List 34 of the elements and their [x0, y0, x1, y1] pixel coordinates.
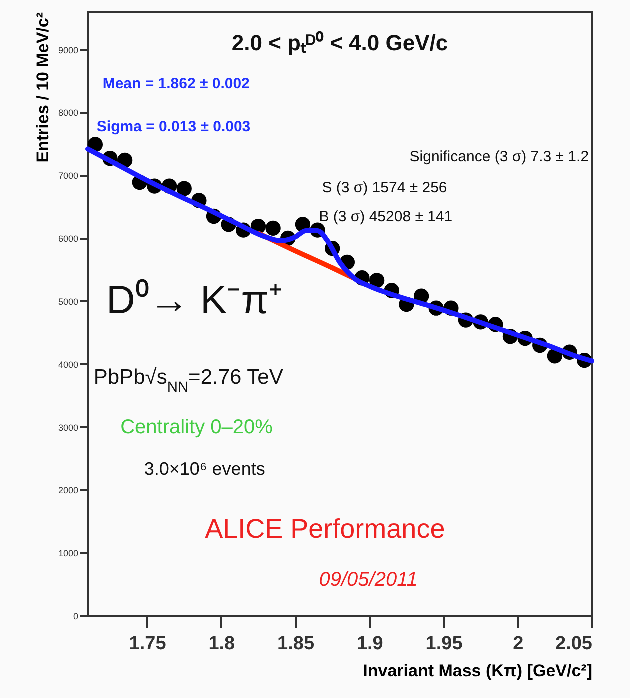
point [176, 181, 192, 196]
y-tick-label: 4000 [58, 360, 78, 370]
annotation: Sigma = 0.013 ± 0.003 [96, 118, 251, 136]
y-tick-label: 3000 [58, 422, 78, 433]
y-tick-label: 2000 [58, 486, 78, 496]
annotation: Significance (3 σ) 7.3 ± 1.2 [410, 148, 590, 166]
y-tick-label: 0 [73, 612, 78, 622]
annotation: S (3 σ) 1574 ± 256 [322, 180, 448, 197]
annotation: Centrality 0–20% [120, 416, 274, 438]
y-tick-label: 7000 [58, 171, 78, 182]
y-tick-label: 6000 [58, 234, 78, 244]
y-tick-label: 9000 [58, 45, 78, 56]
point [266, 220, 281, 236]
x-tick-label: 2 [513, 634, 524, 654]
y-tick-label: 8000 [58, 108, 78, 118]
annotation: ALICE Performance [205, 514, 446, 544]
y-axis-title: Entries / 10 MeV/c² [33, 12, 52, 163]
x-tick-label: 1.95 [426, 634, 464, 654]
annotation: 2.0 < pₜᴰ⁰ < 4.0 GeV/c [232, 30, 448, 56]
point [369, 273, 385, 288]
x-tick-label: 1.8 [208, 634, 236, 654]
annotation: 3.0×10⁶ events [144, 459, 266, 480]
x-tick-label: 1.9 [356, 634, 384, 654]
annotation: 09/05/2011 [319, 569, 418, 592]
annotation: Mean = 1.862 ± 0.002 [102, 76, 250, 93]
x-axis-title: Invariant Mass (Kπ) [GeV/c²] [363, 662, 592, 680]
x-tick-label: 1.85 [278, 634, 315, 654]
annotation: PbPb√s$_{NN}$=2.76 TeV [94, 366, 284, 396]
y-tick-label: 1000 [58, 548, 78, 559]
annotation: D⁰→ K⁻π⁺ [106, 278, 283, 322]
y-tick-label: 5000 [58, 296, 78, 307]
x-tick-label: 1.75 [129, 634, 167, 654]
annotation: B (3 σ) 45208 ± 141 [319, 208, 453, 226]
x-tick-label: 2.05 [556, 634, 593, 654]
